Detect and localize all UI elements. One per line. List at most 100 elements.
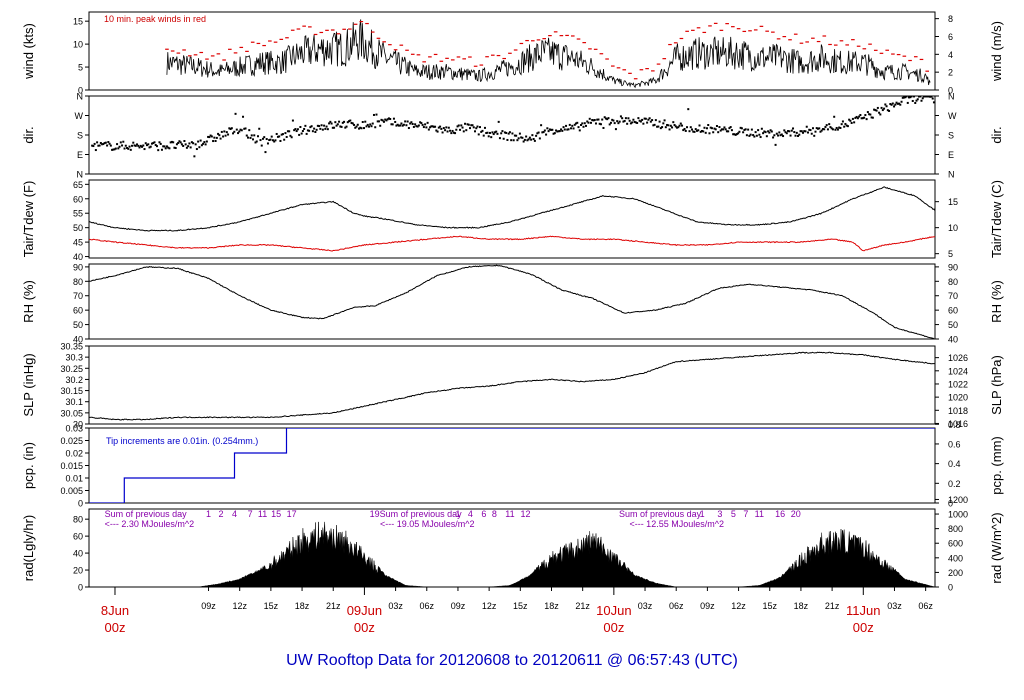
dir-point: [314, 130, 317, 133]
dir-point: [697, 129, 700, 132]
dir-point: [212, 140, 215, 143]
dir-point: [718, 126, 721, 129]
pcp-right-tick-label: 0.2: [948, 479, 961, 489]
tair-right-tick-label: 15: [948, 197, 958, 207]
dir-point: [661, 126, 664, 129]
dir-point: [814, 130, 817, 133]
dir-point: [775, 132, 778, 135]
rh-right-tick-label: 80: [948, 277, 958, 287]
dir-point: [496, 132, 499, 135]
dir-point: [864, 114, 867, 117]
dir-point: [662, 122, 665, 125]
dir-point: [667, 124, 670, 127]
rad-right-tick-label: 0: [948, 583, 953, 593]
dir-point: [462, 130, 465, 133]
dir-point: [520, 136, 523, 139]
dir-point: [503, 131, 506, 134]
dir-point: [271, 139, 274, 142]
dir-point: [467, 123, 470, 126]
pcp-annotation: Tip increments are 0.01in. (0.254mm.): [106, 436, 258, 446]
dir-point: [122, 140, 125, 143]
dir-point: [213, 136, 216, 139]
rad-hour-marker: 11: [505, 509, 514, 519]
dir-point: [377, 120, 380, 123]
dir-point: [381, 119, 384, 122]
dir-point: [904, 96, 907, 99]
dir-point: [172, 141, 175, 144]
time-tick-label: 06z: [669, 601, 684, 611]
rad-hour-marker: 7: [248, 509, 253, 519]
dir-point: [878, 111, 881, 114]
dir-point: [914, 101, 917, 104]
slp-right-tick-label: 1022: [948, 379, 968, 389]
dir-point: [153, 141, 156, 144]
rad-hour-marker: 7: [743, 509, 748, 519]
dir-point: [98, 144, 101, 147]
dir-point: [722, 128, 725, 131]
dir-point: [264, 151, 267, 154]
dir-point: [592, 119, 595, 122]
dir-point: [301, 130, 304, 133]
dir-point: [396, 123, 399, 126]
dir-point: [507, 132, 510, 135]
time-tick-label: 06z: [918, 601, 933, 611]
dir-point: [289, 134, 292, 137]
time-tick-label: 12z: [232, 601, 247, 611]
rad-annotation: <--- 2.30 MJoules/m^2: [105, 519, 195, 529]
dir-point: [523, 138, 526, 141]
time-tick-label: 09z: [201, 601, 216, 611]
dir-point: [703, 126, 706, 129]
dir-point: [155, 145, 158, 148]
dir-point: [641, 118, 644, 121]
dir-point: [880, 106, 883, 109]
slp-left-tick-label: 30.1: [65, 397, 83, 407]
dir-point: [461, 126, 464, 129]
dir-point: [465, 129, 468, 132]
dir-point: [359, 126, 362, 129]
dir-point: [506, 138, 509, 141]
dir-point: [405, 124, 408, 127]
dir-point: [304, 124, 307, 127]
dir-point: [898, 102, 901, 105]
dir-series-0: [91, 96, 935, 158]
dir-point: [273, 140, 276, 143]
dir-point: [749, 133, 752, 136]
dir-point: [541, 131, 544, 134]
dir-point: [562, 126, 565, 129]
day-label-time: 00z: [354, 620, 375, 635]
dir-point: [451, 129, 454, 132]
dir-point: [757, 129, 760, 132]
wind-series-0: [166, 19, 931, 89]
dir-point: [720, 128, 723, 131]
dir-point: [295, 130, 298, 133]
dir-plot-area: [91, 96, 935, 158]
dir-point: [356, 123, 359, 126]
dir-point: [525, 135, 528, 138]
dir-point: [913, 96, 916, 98]
dir-point: [815, 127, 818, 130]
dir-point: [818, 127, 821, 130]
dir-point: [566, 128, 569, 131]
dir-point: [790, 129, 793, 132]
dir-point: [435, 129, 438, 132]
dir-point: [442, 127, 445, 130]
dir-point: [97, 144, 100, 147]
time-tick-label: 21z: [326, 601, 341, 611]
dir-point: [819, 130, 822, 133]
dir-point: [835, 126, 838, 129]
dir-point: [604, 117, 607, 120]
dir-point: [824, 125, 827, 128]
dir-point: [497, 120, 500, 123]
dir-point: [694, 128, 697, 131]
dir-point: [717, 131, 720, 134]
dir-point: [315, 128, 318, 131]
dir-point: [457, 124, 460, 127]
dir-point: [891, 102, 894, 105]
dir-point: [752, 134, 755, 137]
rad-hour-marker: 20: [791, 509, 801, 519]
dir-point: [106, 144, 109, 147]
rh-ylabel-left: RH (%): [21, 280, 36, 323]
dir-point: [531, 134, 534, 137]
dir-point: [339, 125, 342, 128]
